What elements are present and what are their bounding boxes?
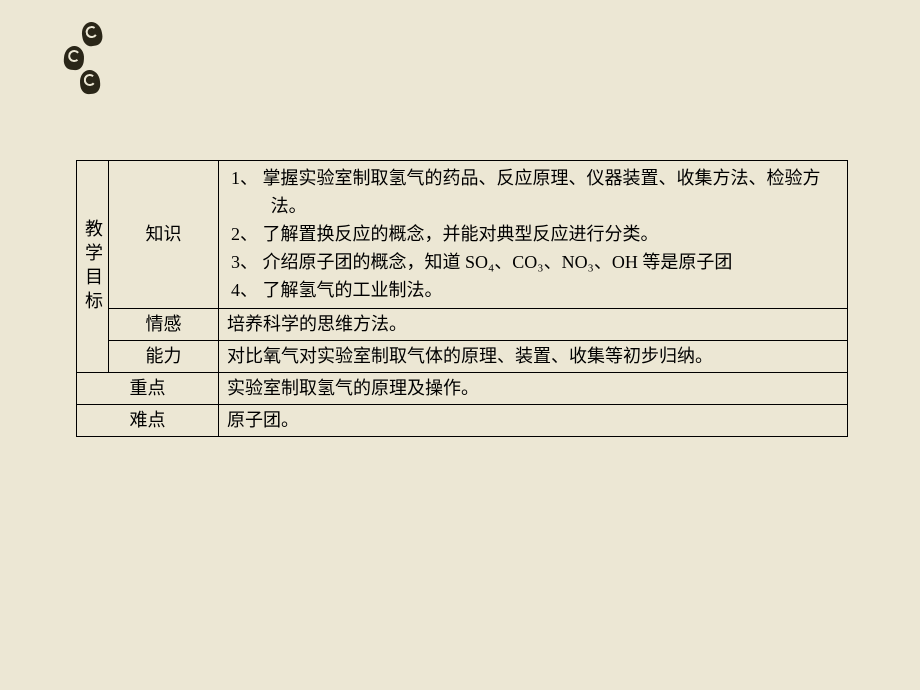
cell-label: 情感 <box>109 309 219 341</box>
list-item-text: 了解氢气的工业制法。 <box>263 280 443 300</box>
cell-content: 原子团。 <box>219 405 848 437</box>
spiral-icon <box>79 69 101 95</box>
table-row: 能力 对比氧气对实验室制取气体的原理、装置、收集等初步归纳。 <box>77 341 848 373</box>
row-header-vertical: 教学目标 <box>77 161 109 373</box>
cell-label: 难点 <box>77 405 219 437</box>
list-item: 4、 了解氢气的工业制法。 <box>231 277 841 305</box>
cell-content: 对比氧气对实验室制取气体的原理、装置、收集等初步归纳。 <box>219 341 848 373</box>
table-row: 重点 实验室制取氢气的原理及操作。 <box>77 373 848 405</box>
list-item-text: 掌握实验室制取氢气的药品、反应原理、仪器装置、收集方法、检验方法。 <box>263 168 821 216</box>
spiral-icon <box>63 45 85 71</box>
table: 教学目标 知识 1、 掌握实验室制取氢气的药品、反应原理、仪器装置、收集方法、检… <box>76 160 848 437</box>
spiral-icon <box>80 20 104 47</box>
cell-content: 1、 掌握实验室制取氢气的药品、反应原理、仪器装置、收集方法、检验方法。 2、 … <box>219 161 848 309</box>
table-row: 教学目标 知识 1、 掌握实验室制取氢气的药品、反应原理、仪器装置、收集方法、检… <box>77 161 848 309</box>
corner-decoration <box>60 22 104 94</box>
list-item: 1、 掌握实验室制取氢气的药品、反应原理、仪器装置、收集方法、检验方法。 <box>231 165 841 221</box>
list-item: 2、 了解置换反应的概念，并能对典型反应进行分类。 <box>231 221 841 249</box>
list-item: 3、 介绍原子团的概念，知道 SO₄、CO₃、NO₃、OH 等是原子团 <box>231 249 841 277</box>
knowledge-list: 1、 掌握实验室制取氢气的药品、反应原理、仪器装置、收集方法、检验方法。 2、 … <box>227 163 841 306</box>
objectives-table: 教学目标 知识 1、 掌握实验室制取氢气的药品、反应原理、仪器装置、收集方法、检… <box>76 160 848 437</box>
cell-content: 实验室制取氢气的原理及操作。 <box>219 373 848 405</box>
cell-content: 培养科学的思维方法。 <box>219 309 848 341</box>
list-item-text: 了解置换反应的概念，并能对典型反应进行分类。 <box>263 224 659 244</box>
cell-label: 知识 <box>109 161 219 309</box>
list-item-text: 介绍原子团的概念，知道 SO₄、CO₃、NO₃、OH 等是原子团 <box>263 252 733 272</box>
cell-label: 重点 <box>77 373 219 405</box>
table-row: 难点 原子团。 <box>77 405 848 437</box>
table-row: 情感 培养科学的思维方法。 <box>77 309 848 341</box>
cell-label: 能力 <box>109 341 219 373</box>
